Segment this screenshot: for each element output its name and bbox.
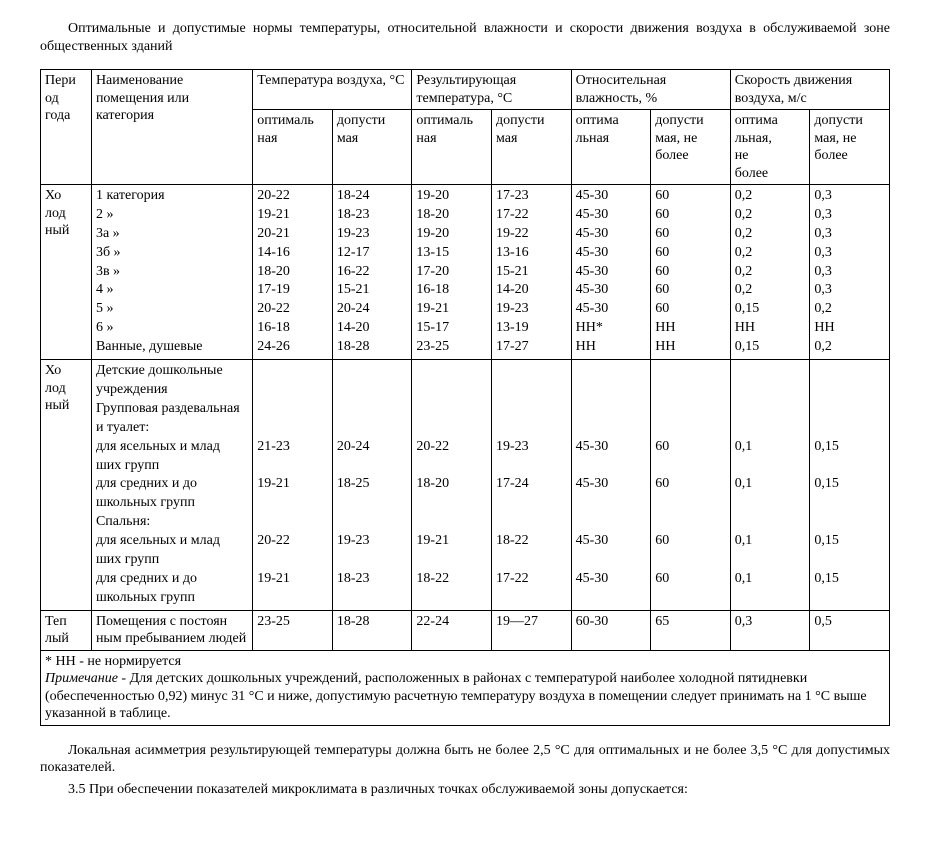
footnote-row: * НН - не нормируется Примечание - Для д… [41, 650, 890, 725]
section3-row: Теп лый Помещения с постоян ным пребыван… [41, 610, 890, 650]
footnote-note-text: - Для детских дошкольных учреждений, рас… [45, 671, 867, 721]
section1-col4: 45-3045-3045-3045-3045-3045-3045-30НН*НН [571, 185, 651, 360]
hdr-sub-dopH: допусти мая, не более [651, 110, 731, 185]
section3-name: Помещения с постоян ным пребыванием люде… [91, 610, 252, 650]
section1-col1: 18-2418-2319-2312-1716-2215-2120-2414-20… [332, 185, 412, 360]
section3-col1: 18-28 [332, 610, 412, 650]
hdr-sub-optV: оптима льная, не более [730, 110, 810, 185]
section1-names: 1 категория2 »3а »3б »3в »4 »5 »6 »Ванны… [91, 185, 252, 360]
section3-col4: 60-30 [571, 610, 651, 650]
hdr-sub-optH: оптима льная [571, 110, 651, 185]
footnote-note: Примечание - Для детских дошкольных учре… [45, 670, 885, 723]
hdr-group-temp-air: Температура воздуха, °С [253, 70, 412, 110]
header-row-1: Пери од года Наименование помещения или … [41, 70, 890, 110]
hdr-group-velocity: Скорость движения воздуха, м/с [730, 70, 889, 110]
section2-names: Детские дошкольные учрежденияГрупповая р… [91, 360, 252, 611]
hdr-group-humidity: Относительная влажность, % [571, 70, 730, 110]
footnote-note-label: Примечание [45, 671, 118, 686]
section1-row: Хо лод ный 1 категория2 »3а »3б »3в »4 »… [41, 185, 890, 360]
section1-col0: 20-2219-2120-2114-1618-2017-1920-2216-18… [253, 185, 333, 360]
section2-col1: 20-2418-2519-2318-23 [332, 360, 412, 611]
hdr-sub-opt1: оптималь ная [253, 110, 333, 185]
footnote-cell: * НН - не нормируется Примечание - Для д… [41, 650, 890, 725]
hdr-period: Пери од года [41, 70, 92, 185]
section2-row: Хо лод ный Детские дошкольные учреждения… [41, 360, 890, 611]
section2-col5: 60606060 [651, 360, 731, 611]
section1-period: Хо лод ный [41, 185, 92, 360]
after-text: Локальная асимметрия результирующей темп… [40, 742, 890, 799]
hdr-sub-dop2: допусти мая [492, 110, 572, 185]
section2-col4: 45-3045-3045-3045-30 [571, 360, 651, 611]
section1-col6: 0,20,20,20,20,20,20,15НН0,15 [730, 185, 810, 360]
hdr-sub-opt2: оптималь ная [412, 110, 492, 185]
after-p2: 3.5 При обеспечении показателей микрокли… [40, 781, 890, 799]
section3-col3: 19—27 [492, 610, 572, 650]
section3-col0: 23-25 [253, 610, 333, 650]
hdr-sub-dop1: допусти мая [332, 110, 412, 185]
hdr-name: Наименование помещения или категория [91, 70, 252, 185]
section3-col5: 65 [651, 610, 731, 650]
norms-table: Пери од года Наименование помещения или … [40, 69, 890, 726]
section1-col7: 0,30,30,30,30,30,30,2НН0,2 [810, 185, 890, 360]
section1-col3: 17-2317-2219-2213-1615-2114-2019-2313-19… [492, 185, 572, 360]
after-p1: Локальная асимметрия результирующей темп… [40, 742, 890, 777]
section3-col6: 0,3 [730, 610, 810, 650]
section1-col2: 19-2018-2019-2013-1517-2016-1819-2115-17… [412, 185, 492, 360]
hdr-group-temp-res: Результирующая температура, °С [412, 70, 571, 110]
hdr-sub-dopV: допусти мая, не более [810, 110, 890, 185]
section2-col7: 0,150,150,150,15 [810, 360, 890, 611]
section2-col3: 19-2317-2418-2217-22 [492, 360, 572, 611]
section2-period: Хо лод ный [41, 360, 92, 611]
section3-col7: 0,5 [810, 610, 890, 650]
section3-col2: 22-24 [412, 610, 492, 650]
section2-col6: 0,10,10,10,1 [730, 360, 810, 611]
section2-col0: 21-2319-2120-2219-21 [253, 360, 333, 611]
footnote-nn: * НН - не нормируется [45, 653, 885, 671]
intro-paragraph: Оптимальные и допустимые нормы температу… [40, 20, 890, 55]
section3-period: Теп лый [41, 610, 92, 650]
section1-col5: 60606060606060НННН [651, 185, 731, 360]
section2-col2: 20-2218-2019-2118-22 [412, 360, 492, 611]
